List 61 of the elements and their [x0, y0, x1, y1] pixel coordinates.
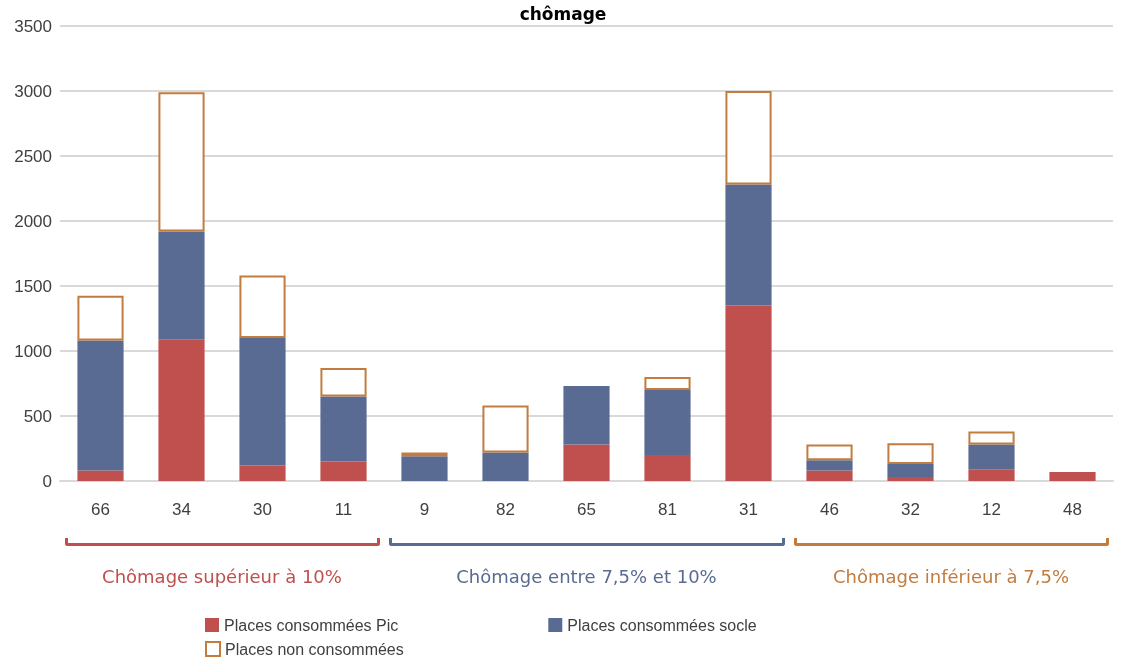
bar [320, 461, 367, 481]
y-tick-label: 1500 [14, 276, 52, 296]
bar [482, 452, 529, 481]
bar [77, 470, 124, 481]
bar [77, 340, 124, 471]
x-tick-label: 34 [172, 500, 191, 519]
bar [239, 465, 286, 481]
bar [644, 455, 691, 481]
x-tick-label: 82 [496, 500, 515, 519]
bar [806, 460, 853, 471]
bar [887, 477, 934, 481]
bar [401, 456, 448, 481]
y-tick-label: 1000 [14, 341, 52, 361]
x-tick-label: 66 [91, 500, 110, 519]
bar [968, 469, 1015, 481]
bar [158, 231, 205, 340]
chart-title: chômage [519, 3, 607, 24]
x-tick-label: 81 [658, 500, 677, 519]
x-tick-label: 9 [419, 500, 430, 519]
bar [563, 444, 610, 481]
bar [320, 396, 367, 462]
bar [806, 444, 853, 461]
bar [725, 305, 772, 481]
y-tick-label: 0 [42, 471, 52, 491]
bar [968, 444, 1015, 470]
bar [158, 339, 205, 481]
text: Chômage inférieur à 7,5% [832, 566, 1070, 587]
bar [239, 338, 286, 466]
bar [725, 184, 772, 306]
x-tick-label: 12 [982, 500, 1001, 519]
bar [725, 91, 772, 185]
y-tick-label: 500 [23, 406, 52, 426]
y-tick-label: 2500 [14, 146, 52, 166]
bar [239, 275, 286, 338]
legend-label: Places consommées socle [567, 616, 757, 634]
y-tick-label: 2000 [14, 211, 52, 231]
bar [1049, 471, 1096, 481]
bar [806, 470, 853, 481]
y-tick-label: 3500 [14, 16, 52, 36]
bar [644, 377, 691, 390]
text: Chômage entre 7,5% et 10% [456, 566, 717, 587]
x-tick-label: 11 [334, 500, 353, 519]
text: Chômage supérieur à 10% [102, 566, 342, 587]
bar [563, 386, 610, 445]
bar [482, 405, 529, 453]
x-tick-label: 31 [739, 500, 758, 519]
x-tick-label: 48 [1063, 500, 1082, 519]
y-tick-label: 3000 [14, 81, 52, 101]
bar [158, 92, 205, 232]
x-tick-label: 32 [901, 500, 920, 519]
legend-label: Places consommées Pic [224, 616, 399, 634]
bar [887, 464, 934, 478]
bar [320, 367, 367, 397]
bar [77, 295, 124, 341]
bar [644, 390, 691, 455]
x-tick-label: 46 [820, 500, 839, 519]
x-tick-label: 65 [577, 500, 596, 519]
legend-label: Places non consommées [225, 640, 404, 658]
bar [887, 443, 934, 465]
x-tick-label: 30 [253, 500, 272, 519]
bar [968, 431, 1015, 445]
